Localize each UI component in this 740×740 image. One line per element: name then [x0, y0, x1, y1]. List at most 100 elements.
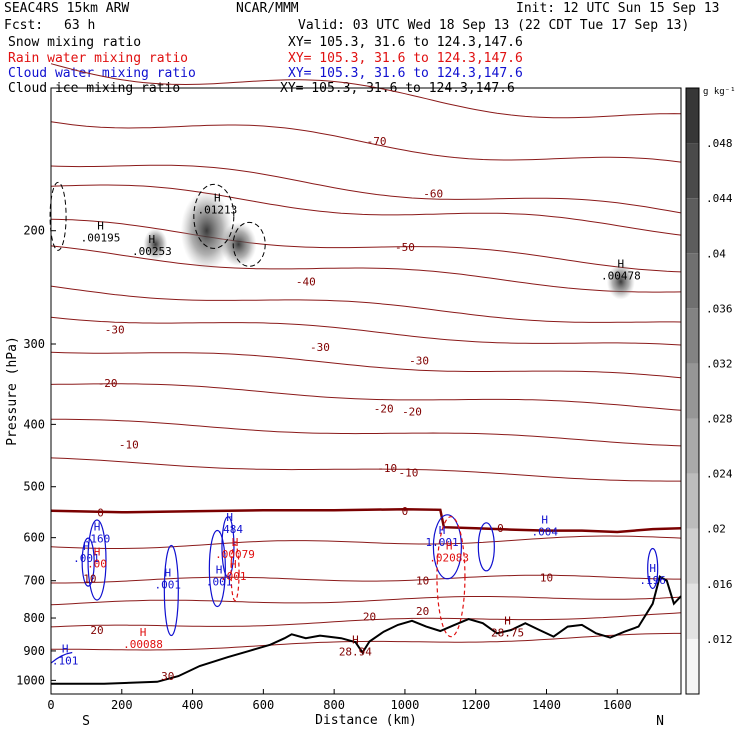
y-axis-label: Pressure (hPa): [5, 336, 20, 446]
max-value-label: .001: [206, 575, 233, 588]
x-tick-label: 200: [111, 698, 133, 712]
max-marker: H: [230, 558, 237, 571]
plot-frame: [50, 87, 682, 695]
colorbar-segment: [686, 143, 699, 199]
snow-contour: [232, 221, 266, 267]
max-marker: H: [214, 191, 221, 204]
colorbar-segment: [686, 308, 699, 364]
isotherm-line: [50, 535, 682, 549]
max-value-label: .00195: [81, 232, 121, 245]
colorbar-tick-label: .048: [706, 137, 733, 150]
contour-label: -40: [296, 276, 316, 289]
isotherm-line: [50, 383, 682, 411]
contour-label: 10: [83, 573, 96, 586]
cloud-water-contour: [163, 544, 179, 637]
max-value-label: .00079: [215, 548, 255, 561]
isotherm-line: [50, 63, 682, 119]
max-value-label: .00088: [123, 638, 163, 651]
colorbar-segment: [686, 583, 699, 639]
y-tick-label: 700: [23, 574, 45, 588]
cloud-water-contour: [221, 516, 235, 578]
contour-label: -10: [377, 462, 397, 475]
max-marker: H: [94, 520, 101, 533]
field-cloud-xy: XY= 105.3, 31.6 to 124.3,147.6: [288, 66, 523, 81]
field-cloud-name: Cloud water mixing ratio: [8, 66, 196, 81]
fcst-label: Fcst:: [4, 18, 44, 33]
cloud-water-contour: [432, 514, 463, 580]
max-marker: H: [164, 567, 171, 580]
colorbar-tick-label: .016: [706, 578, 733, 591]
colorbar-segment: [686, 473, 699, 529]
max-marker: H: [140, 626, 147, 639]
colorbar-tick-label: .024: [706, 468, 733, 481]
max-marker: H: [618, 257, 625, 270]
x-tick-label: 1600: [603, 698, 632, 712]
colorbar-frame: [685, 87, 700, 695]
colorbar-tick-label: .036: [706, 302, 733, 315]
colorbar-tick-label: .02: [706, 523, 726, 536]
max-marker: H: [541, 513, 548, 526]
x-tick-label: 1400: [532, 698, 561, 712]
freezing-level-line: [50, 507, 682, 534]
max-marker: H: [504, 615, 511, 628]
contour-label: 20: [363, 610, 376, 623]
cloud-water-contour: [208, 529, 226, 608]
x-tick-label: 600: [253, 698, 275, 712]
snow-contour: [193, 183, 235, 249]
isotherm-line: [50, 351, 682, 379]
contour-label: -50: [395, 241, 415, 254]
y-tick-label: 400: [23, 417, 45, 431]
colorbar-segment: [686, 253, 699, 309]
model-title: SEAC4RS 15km ARW: [4, 1, 130, 16]
contour-label: -20: [374, 403, 394, 416]
contour-label: -20: [98, 377, 118, 390]
x-tick-label: 1000: [390, 698, 419, 712]
cloud-water-contour: [81, 537, 95, 587]
max-marker: H: [226, 511, 233, 524]
field-rain-name: Rain water mixing ratio: [8, 51, 189, 66]
colorbar-segment: [686, 418, 699, 474]
colorbar-tick-label: .028: [706, 413, 733, 426]
field-snow-xy: XY= 105.3, 31.6 to 124.3,147.6: [288, 35, 523, 50]
x-tick-label: 400: [182, 698, 204, 712]
isotherm-line: [51, 574, 681, 584]
colorbar-unit-label: g kg⁻¹: [703, 87, 736, 97]
max-marker: H: [232, 536, 239, 549]
max-value-label: .00478: [601, 269, 641, 282]
y-tick-label: 900: [23, 644, 45, 658]
colorbar-tick-label: .044: [706, 192, 733, 205]
contour-label: 0: [97, 506, 104, 519]
max-value-label: .02083: [429, 551, 469, 564]
contour-label: -60: [423, 187, 443, 200]
max-value-label: .196: [639, 574, 666, 587]
max-value-label: .01213: [197, 203, 237, 216]
colorbar-segment: [686, 638, 699, 694]
cloud-ice-shading: [220, 222, 257, 267]
snow-contour: [49, 181, 67, 251]
max-marker: H: [352, 634, 359, 647]
isotherm-line: [50, 184, 682, 236]
cloud-water-contour: [647, 547, 659, 590]
fcst-value: 63 h: [64, 18, 96, 33]
contour-label: 20: [416, 605, 429, 618]
max-value-label: .001: [220, 570, 247, 583]
max-value-label: .00: [87, 558, 107, 571]
colorbar-segment: [686, 88, 699, 144]
isotherm-line: [50, 285, 682, 323]
max-value-label: .160: [84, 532, 111, 545]
contour-label: 10: [416, 575, 429, 588]
init-time: Init: 12 UTC Sun 15 Sep 13: [516, 1, 720, 16]
max-marker: H: [216, 563, 223, 576]
cloud-water-contour: [477, 522, 495, 572]
contour-label: -30: [409, 354, 429, 367]
isotherm-line: [50, 612, 682, 628]
colorbar-tick-label: .032: [706, 357, 733, 370]
cloud-ice-shading: [143, 228, 168, 261]
endpoint-left-label: S: [82, 714, 90, 729]
contour-label: -30: [105, 324, 125, 337]
max-marker: H: [94, 546, 101, 559]
contour-label: 0: [497, 522, 504, 535]
max-value-label: 1.001: [426, 536, 459, 549]
contour-label: -10: [399, 466, 419, 479]
contour-label: -20: [402, 406, 422, 419]
